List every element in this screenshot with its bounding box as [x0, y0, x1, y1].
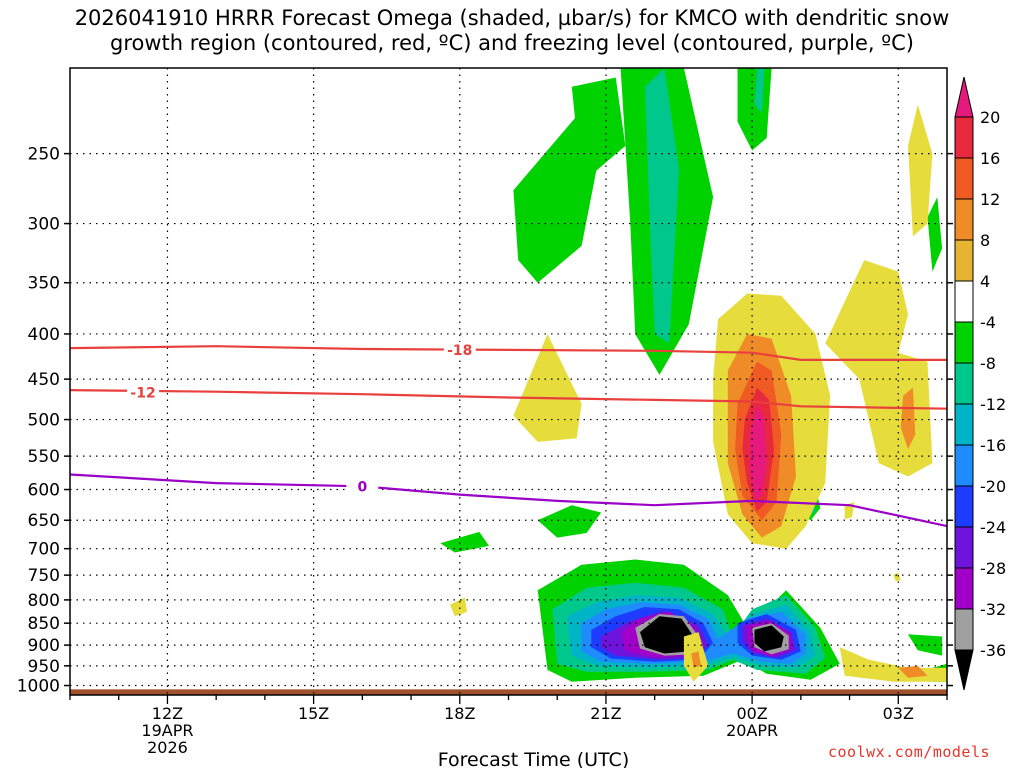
omega-region-0-9 [908, 634, 943, 656]
freezing-level-line [70, 473, 947, 528]
colorbar-bottom-arrow [954, 649, 974, 691]
ytick-label-450: 450 [28, 370, 60, 390]
dgz-minus18-label-bg [443, 341, 476, 358]
colorbar-label-11: -28 [980, 559, 1006, 578]
colorbar-band-2 [954, 198, 974, 241]
colorbar-band-1 [954, 157, 974, 200]
chart-title-line2: growth region (contoured, red, ºC) and f… [110, 31, 914, 55]
omega-region-9-1 [513, 334, 582, 442]
chart-title-line1: 2026041910 HRRR Forecast Omega (shaded, … [74, 6, 950, 30]
colorbar-band-12 [954, 608, 974, 651]
gridlines [70, 68, 947, 695]
colorbar-band-9 [954, 485, 974, 528]
dgz-minus18-line [70, 345, 947, 361]
ytick-label-800: 800 [28, 591, 60, 611]
ytick-label-550: 550 [28, 447, 60, 467]
omega-region-10-2 [898, 665, 928, 678]
colorbar-band-10 [954, 526, 974, 569]
colorbar-label-9: -20 [980, 477, 1006, 496]
colorbar-band-0 [954, 116, 974, 159]
ytick-label-1000: 1000 [17, 677, 60, 697]
omega-region-0-6 [927, 197, 943, 272]
x-axis-label: Forecast Time (UTC) [438, 749, 629, 768]
omega-region-1-1 [754, 68, 765, 114]
xtick-label-18Z: 18Z [444, 704, 475, 723]
colorbar-band-5 [954, 321, 974, 364]
colorbar-top-arrow [954, 76, 974, 118]
colorbar-band-7 [954, 403, 974, 446]
omega-region-9-6 [893, 572, 901, 582]
omega-region-13-0 [749, 403, 767, 499]
omega-region-10-3 [691, 651, 701, 668]
omega-region-0-3 [737, 68, 772, 151]
dgz-minus12-label: -12 [130, 386, 155, 402]
omega-region-8-0 [640, 616, 694, 654]
colorbar-label-13: -36 [980, 641, 1006, 660]
omega-region-10-1 [900, 387, 916, 450]
xtick-label-15Z: 15Z [298, 704, 329, 723]
contours: -18 -12 0 [70, 341, 947, 528]
colorbar-label-6: -8 [980, 354, 996, 373]
xtick-date-00Z: 20APR [726, 721, 778, 740]
omega-region-9-4 [450, 597, 468, 617]
ytick-label-950: 950 [28, 657, 60, 677]
y-axis: 2503003504004505005506006507007508008509… [17, 145, 953, 697]
colorbar-label-3: 8 [980, 231, 990, 250]
xtick-label-00Z: 00Z [736, 704, 767, 723]
colorbar-band-4 [954, 280, 974, 323]
colorbar-label-0: 20 [980, 108, 1000, 127]
dgz-minus12-line [70, 389, 947, 410]
ytick-label-700: 700 [28, 540, 60, 560]
ytick-label-300: 300 [28, 215, 60, 235]
chart-title: 2026041910 HRRR Forecast Omega (shaded, … [0, 6, 1024, 56]
ytick-label-600: 600 [28, 481, 60, 501]
xtick-label-03Z: 03Z [883, 704, 914, 723]
site-credit[interactable]: coolwx.com/models [828, 743, 991, 761]
omega-shading [440, 68, 947, 682]
omega-region-1-0 [644, 68, 679, 344]
omega-region-8-1 [754, 625, 784, 652]
ytick-label-500: 500 [28, 411, 60, 431]
ytick-label-250: 250 [28, 145, 60, 165]
colorbar-band-8 [954, 444, 974, 487]
ground-below-surface [70, 689, 947, 695]
ytick-label-400: 400 [28, 325, 60, 345]
colorbar: 20 16 12 8 4 -4 -8 -12 -16 -20 -24 -28 -32 -36 [954, 76, 1006, 691]
omega-region-0-4 [537, 505, 602, 538]
ytick-label-900: 900 [28, 636, 60, 656]
colorbar-band-11 [954, 567, 974, 610]
colorbar-label-10: -24 [980, 518, 1006, 537]
xtick-date-12Z: 19APR [141, 721, 193, 740]
dgz-minus18-label: -18 [447, 343, 472, 359]
colorbar-band-6 [954, 362, 974, 405]
colorbar-label-8: -16 [980, 436, 1006, 455]
colorbar-label-4: 4 [980, 272, 990, 291]
xtick-label-12Z: 12Z [152, 704, 183, 723]
omega-region-0-1 [571, 77, 626, 184]
omega-region-0-5 [440, 531, 489, 553]
colorbar-band-3 [954, 239, 974, 282]
ytick-label-850: 850 [28, 614, 60, 634]
ytick-label-750: 750 [28, 566, 60, 586]
colorbar-label-12: -32 [980, 600, 1006, 619]
colorbar-label-7: -12 [980, 395, 1006, 414]
colorbar-label-5: -4 [980, 313, 996, 332]
omega-region-9-3 [908, 104, 933, 237]
colorbar-label-1: 16 [980, 149, 1000, 168]
ytick-label-350: 350 [28, 274, 60, 294]
xtick-label-21Z: 21Z [590, 704, 621, 723]
dgz-minus12-label-bg [127, 384, 160, 401]
colorbar-label-2: 12 [980, 190, 1000, 209]
freezing-level-label: 0 [357, 479, 367, 495]
omega-region-9-2 [825, 260, 933, 477]
ytick-label-650: 650 [28, 511, 60, 531]
xtick-year-12Z: 2026 [147, 738, 188, 757]
freezing-level-label-bg [346, 478, 379, 495]
